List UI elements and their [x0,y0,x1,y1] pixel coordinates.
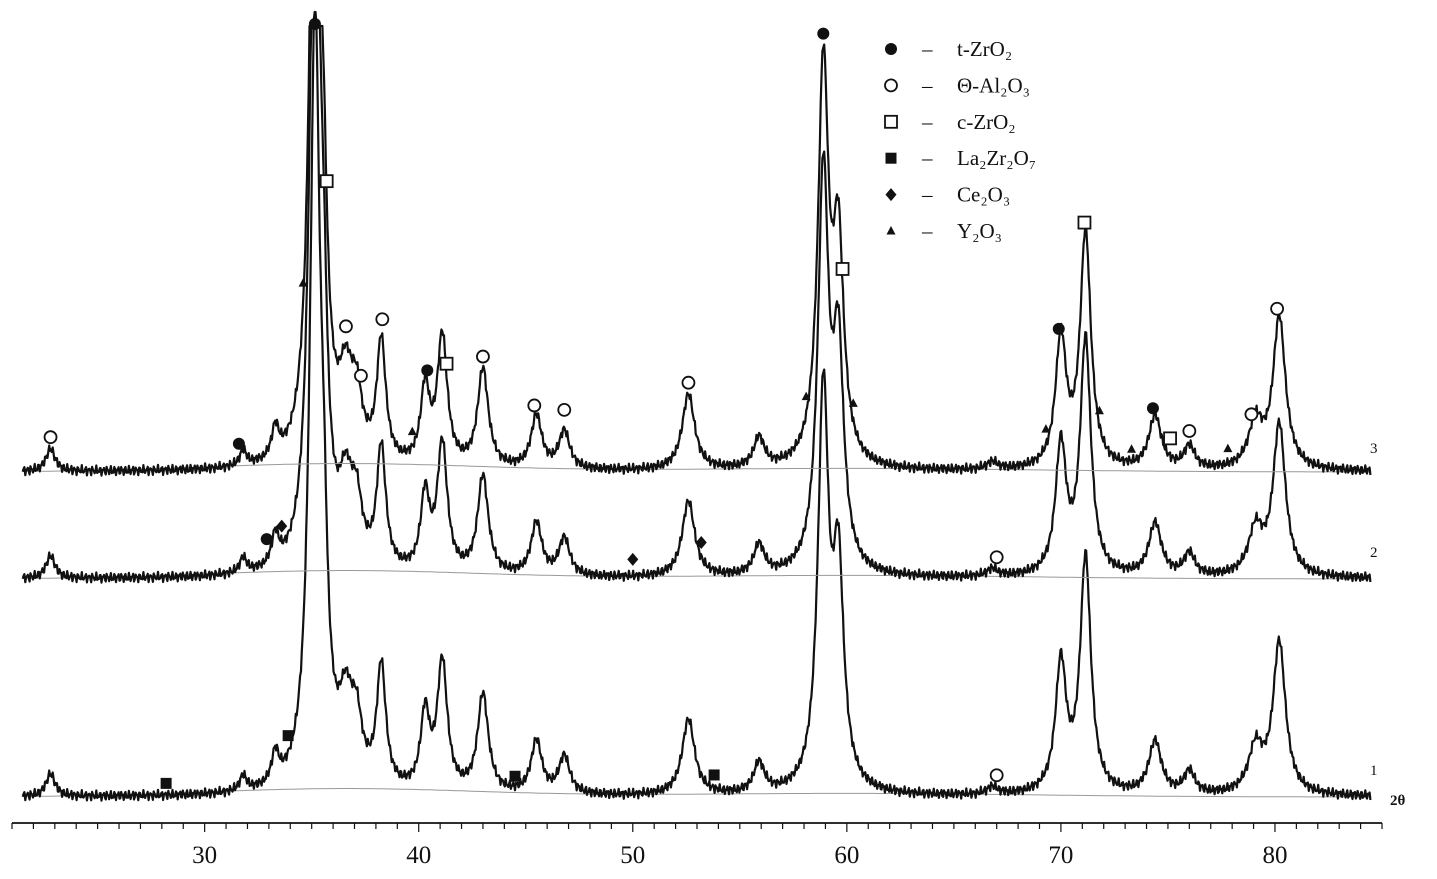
marker-filled-triangle-s3 [407,426,417,436]
marker-open-circle-s3 [1270,301,1285,316]
legend-label: Y₂O₃ [957,219,1002,243]
x-tick-label: 30 [192,842,217,869]
marker-open-circle-s3 [557,402,572,417]
marker-open-circle-s3 [375,312,390,327]
marker-filled-triangle-s3 [298,278,308,287]
marker-open-circle-s3 [339,319,353,334]
legend-marker-open-square [884,114,898,129]
x-tick-label: 50 [620,842,645,869]
marker-filled-circle-s3 [1052,322,1065,335]
series-curve-2 [21,24,1372,584]
legend-label: Ce₂O₃ [957,183,1010,207]
legend-marker-filled-square [885,152,897,164]
marker-open-square-s3 [835,262,850,276]
marker-filled-triangle-s3 [1041,424,1051,433]
marker-filled-triangle-s3 [1127,444,1137,453]
marker-filled-circle-s3 [1146,402,1159,415]
marker-open-circle-s1 [989,768,1004,783]
marker-filled-triangle-s3 [1094,405,1104,415]
marker-open-circle-s3 [476,349,490,364]
series-label-1: 1 [1370,763,1378,779]
marker-filled-square-s1 [509,770,521,782]
x-tick-label: 70 [1048,842,1073,869]
legend-dash: – [921,73,933,97]
background-curve-1 [22,788,1372,798]
series-labels: 1 2 3 [1370,441,1378,779]
legend-dash: – [921,110,933,134]
x-tick-label: 80 [1262,842,1287,869]
series-label-2: 2 [1370,545,1378,561]
legend-label: t-ZrO₂ [957,37,1012,61]
diffraction-curves [21,10,1372,802]
legend-marker-filled-circle [885,43,897,55]
legend-marker-open-circle [884,78,898,93]
legend-item-filled-circle: – t-ZrO₂ [885,37,1012,61]
marker-open-circle-s2 [989,550,1004,565]
marker-open-square-s3 [1163,431,1177,446]
marker-filled-circle-s3 [232,437,245,450]
x-axis-label: 2θ [1390,793,1406,809]
marker-open-circle-s3 [1182,424,1197,438]
marker-filled-triangle-s3 [801,391,811,401]
legend-marker-filled-triangle [886,226,896,235]
legend: – t-ZrO₂– Θ-Al₂O₃– c-ZrO₂– La₂Zr₂O₇– Ce₂O₃– Y₂… [884,37,1036,243]
marker-filled-triangle-s3 [848,398,858,407]
legend-label: Θ-Al₂O₃ [957,73,1030,97]
legend-dash: – [921,183,933,207]
marker-filled-square-s1 [708,769,720,781]
marker-open-circle-s3 [681,375,696,390]
marker-open-square-s3 [439,356,454,371]
marker-open-circle-s3 [43,430,58,445]
marker-filled-diamond-s2 [627,552,639,566]
legend-item-open-square: – c-ZrO₂ [884,110,1016,134]
legend-label: La₂Zr₂O₇ [957,146,1036,170]
phase-markers [43,18,1285,789]
marker-filled-circle-s2 [260,533,273,546]
legend-dash: – [921,219,933,243]
legend-item-open-circle: – Θ-Al₂O₃ [884,73,1030,97]
marker-filled-circle-s3 [308,18,321,30]
marker-filled-square-s1 [282,730,294,742]
marker-open-circle-s3 [354,368,368,383]
legend-dash: – [921,146,933,170]
background-curve-2 [22,570,1372,580]
series-curve-3 [21,24,1372,477]
marker-filled-diamond-s2 [276,519,288,533]
x-tick-label: 60 [834,842,859,869]
x-axis: 30 40 50 60 70 80 2θ [11,793,1406,869]
marker-open-circle-s3 [527,398,542,413]
marker-open-square-s3 [319,174,334,189]
marker-filled-circle-s3 [421,364,434,377]
legend-item-filled-triangle: – Y₂O₃ [886,219,1002,243]
marker-filled-square-s1 [160,777,172,789]
x-tick-label: 40 [406,842,431,869]
marker-filled-circle-s3 [817,27,830,40]
series-label-3: 3 [1370,441,1378,457]
legend-item-filled-square: – La₂Zr₂O₇ [885,146,1036,170]
marker-filled-triangle-s3 [1223,443,1233,453]
legend-item-filled-diamond: – Ce₂O₃ [885,183,1010,207]
marker-open-square-s3 [1077,215,1092,230]
marker-filled-diamond-s2 [695,535,707,549]
legend-marker-filled-diamond [885,188,897,202]
background-curve-3 [22,463,1372,473]
series-curve-1 [21,10,1372,802]
legend-dash: – [921,37,933,61]
legend-label: c-ZrO₂ [957,110,1016,134]
marker-open-circle-s3 [1244,407,1259,422]
